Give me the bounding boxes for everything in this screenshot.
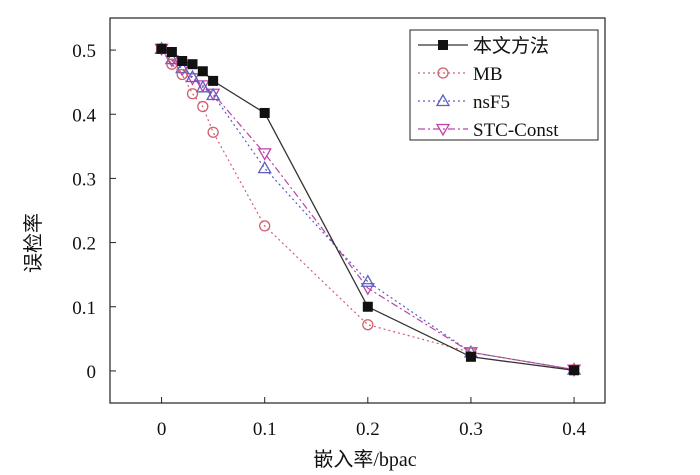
data-point [185,69,200,83]
y-tick-label: 0.3 [72,169,96,190]
data-point [257,148,272,161]
legend-label: STC-Const [473,120,559,141]
series-layer [154,41,582,377]
x-tick-label: 0 [157,419,167,440]
data-point [195,79,210,93]
data-point [176,68,188,81]
data-point [362,319,374,331]
data-point [197,100,209,113]
data-point [208,75,219,86]
data-point [166,47,177,58]
legend: 本文方法 MB nsF5 STC-Const [409,29,599,141]
legend-label: MB [473,64,503,85]
y-tick-label: 0.5 [72,41,96,62]
data-point [207,126,219,138]
y-tick-label: 0.2 [72,234,96,255]
data-point [166,58,178,70]
x-tick-label: 0.4 [562,419,586,440]
legend-entry-0: 本文方法 [418,35,549,57]
data-point [257,160,272,174]
data-point [362,301,373,312]
series-line [161,48,575,371]
legend-marker [437,67,449,79]
data-point [156,43,167,54]
data-point [206,87,221,101]
data-point [360,282,375,296]
legend-entry-3: STC-Const [418,120,559,141]
series-line [161,48,575,371]
legend-entry-2: nsF5 [418,92,510,113]
data-point [175,60,190,74]
data-point [186,88,199,100]
legend-marker [435,93,451,107]
data-point [185,73,200,86]
data-point [259,220,271,232]
data-point [569,365,580,376]
x-tick-label: 0.1 [253,419,277,440]
y-axis-title: 误检率 [22,213,45,273]
data-point [360,274,375,287]
series-0 [156,43,580,376]
legend-marker [435,123,451,137]
data-point [187,59,198,70]
data-point [177,55,188,66]
data-point [197,66,208,77]
x-tick-label: 0.2 [356,419,380,440]
y-tick-label: 0.1 [72,298,96,319]
legend-label: 本文方法 [473,35,549,57]
data-point [465,351,476,362]
legend-marker [438,40,448,50]
data-point [164,51,179,65]
y-tick-label: 0 [87,362,97,383]
legend-label: nsF5 [473,92,510,113]
x-tick-label: 0.3 [459,419,483,440]
plot-frame [109,17,606,404]
y-tick-label: 0.4 [72,105,96,126]
axis-ticks: 0 0.1 0.2 0.3 0.4 0 0.1 0.2 0.3 0.4 0.5 [72,41,586,440]
x-axis-title: 嵌入率/bpac [313,448,416,471]
legend-entry-1: MB [418,64,503,85]
data-point [259,107,270,118]
